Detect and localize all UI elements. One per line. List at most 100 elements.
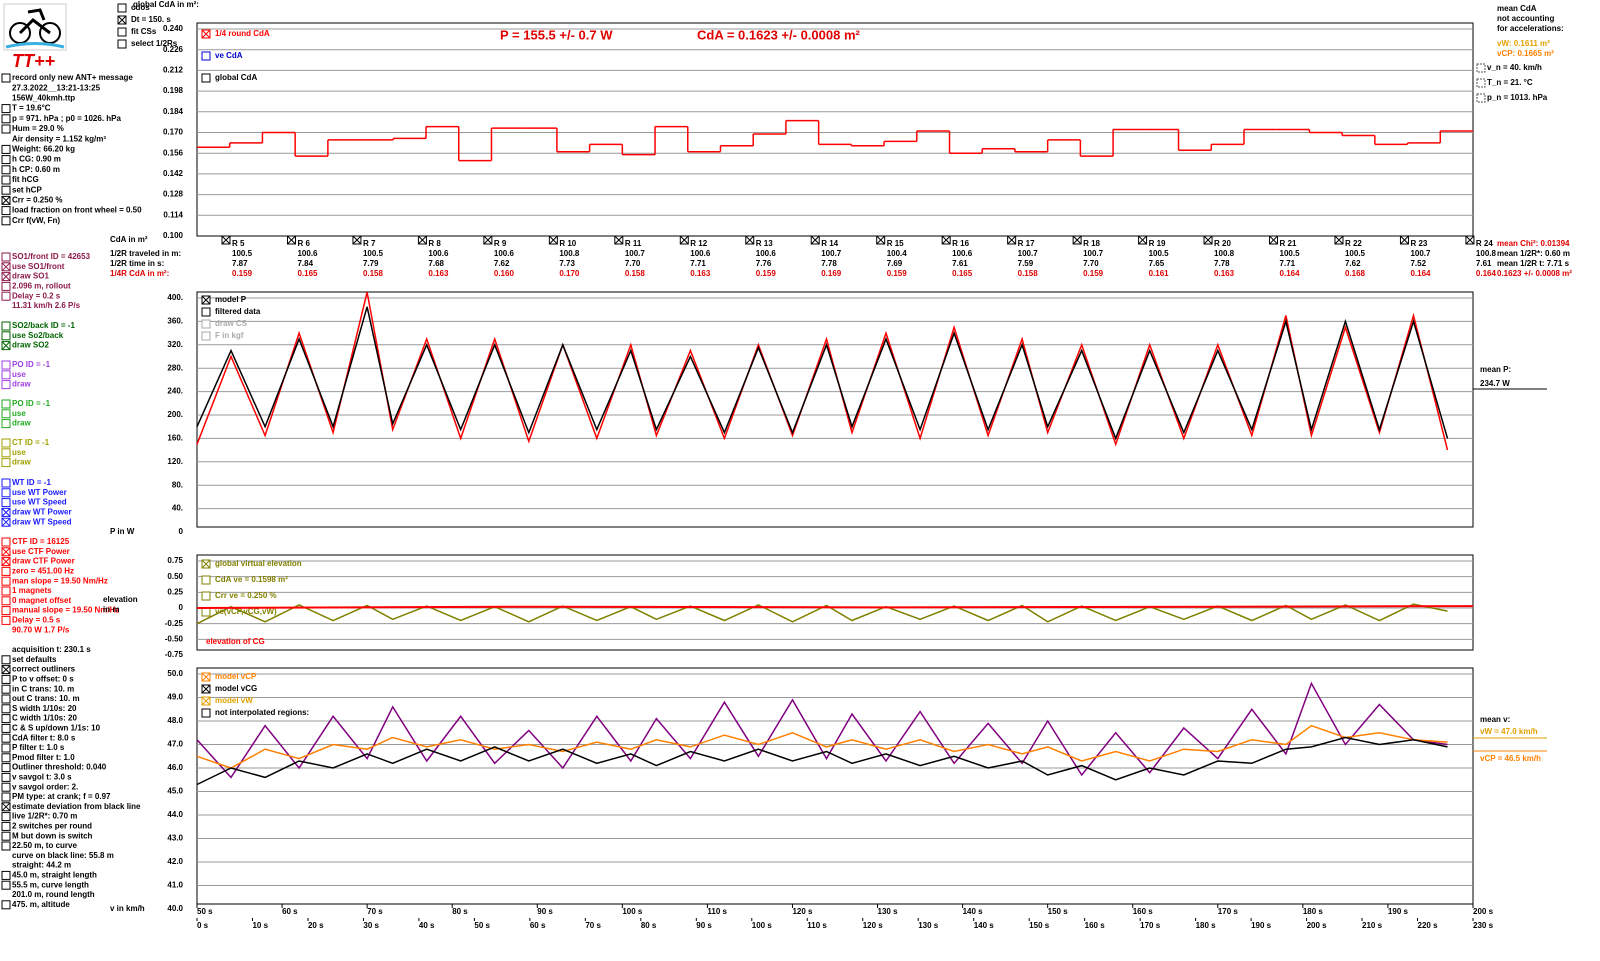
legend-label: model vCG xyxy=(215,684,257,693)
sidebar-label: 55.5 m, curve length xyxy=(12,880,89,889)
y-axis-label: v in km/h xyxy=(110,904,145,913)
round-time: 7.73 xyxy=(559,259,575,268)
checkbox xyxy=(1,900,11,910)
sidebar-label: WT ID = -1 xyxy=(12,478,51,487)
legend-label: 1/4 round CdA xyxy=(215,29,270,38)
checkbox-mark xyxy=(941,235,951,245)
checkbox-mark xyxy=(1,341,11,350)
sidebar-label: P filter t: 1.0 s xyxy=(12,743,65,752)
x-tick-label: 120 s xyxy=(792,907,813,916)
round-traveled: 100.5 xyxy=(1149,249,1170,258)
legend-label: model vW xyxy=(215,696,253,705)
sidebar-label: use xyxy=(12,409,26,418)
option-label: select 1/2Rs xyxy=(131,39,178,48)
y-tick-label: 0.240 xyxy=(163,24,184,33)
sidebar-label: CTF ID = 16125 xyxy=(12,537,70,546)
cg-line xyxy=(196,605,1474,609)
checkbox xyxy=(1,812,11,822)
sidebar-label: in C trans: 10. m xyxy=(12,684,74,693)
x-tick-label: 80 s xyxy=(452,907,468,916)
round-name: R 24 xyxy=(1476,239,1493,248)
checkbox xyxy=(1,743,11,753)
sidebar-label: h CP: 0.60 m xyxy=(12,165,60,174)
checkbox-mark xyxy=(1203,235,1213,245)
x-tick-label: 140 s xyxy=(963,907,984,916)
round-time: 7.87 xyxy=(232,259,248,268)
checkbox xyxy=(1,281,11,291)
sidebar-label: 156W_40kmh.ttp xyxy=(12,94,75,103)
sidebar-label: 45.0 m, straight length xyxy=(12,871,97,880)
checkbox xyxy=(1,831,11,841)
checkbox-mark xyxy=(117,15,127,25)
legend-label: filtered data xyxy=(215,307,261,316)
option-label: cdos xyxy=(131,3,150,12)
sidebar-label: draw SO2 xyxy=(12,341,49,350)
sidebar-label: CT ID = -1 xyxy=(12,438,50,447)
checkbox-mark xyxy=(1,508,11,517)
logo-text: TT++ xyxy=(12,51,56,71)
round-cda: 0.158 xyxy=(1018,269,1039,278)
checkbox xyxy=(1,458,11,468)
x2-tick-label: 130 s xyxy=(918,921,939,930)
checkbox xyxy=(1,714,11,724)
checkbox-mark xyxy=(1072,235,1082,245)
checkbox-mark xyxy=(1007,235,1016,245)
y-tick-label: 50.0 xyxy=(167,669,183,678)
round-traveled: 100.5 xyxy=(1345,249,1366,258)
checkbox xyxy=(1,478,11,488)
round-time: 7.69 xyxy=(887,259,903,268)
y-tick-label: 120. xyxy=(167,457,183,466)
round-cda: 0.158 xyxy=(363,269,384,278)
legend-label: ve CdA xyxy=(215,51,243,60)
y-tick-label: -0.75 xyxy=(165,650,184,659)
x-tick-label: 100 s xyxy=(622,907,643,916)
sidebar-label: Delay = 0.2 s xyxy=(12,291,61,300)
sidebar-label: Pmod filter t: 1.0 xyxy=(12,753,75,762)
checkbox xyxy=(1,694,11,704)
checkbox xyxy=(1,409,11,419)
rounds-axis-label: CdA in m² xyxy=(110,235,148,244)
sidebar-label: 2 switches per round xyxy=(12,822,92,831)
round-cda: 0.163 xyxy=(690,269,711,278)
y-tick-label: 0.128 xyxy=(163,190,184,199)
checkbox xyxy=(201,51,211,61)
checkbox-mark xyxy=(221,235,231,245)
x-tick-label: 90 s xyxy=(537,907,553,916)
round-cda: 0.164 xyxy=(1280,269,1301,278)
y-tick-label: 40. xyxy=(172,504,183,513)
x2-tick-label: 120 s xyxy=(863,921,884,930)
checkbox xyxy=(1,165,11,175)
round-traveled: 100.8 xyxy=(559,249,580,258)
sidebar-label: P to v offset: 0 s xyxy=(12,675,74,684)
sidebar-label: acquisition t: 230.1 s xyxy=(12,645,91,654)
sidebar-label: Delay = 0.5 s xyxy=(12,616,61,625)
checkbox xyxy=(1,124,11,134)
round-traveled: 100.8 xyxy=(1214,249,1235,258)
round-name: R 13 xyxy=(756,239,773,248)
checkbox xyxy=(1,498,11,508)
sidebar-label: Air density = 1.152 kg/m³ xyxy=(12,134,106,143)
checkbox-mark xyxy=(418,235,427,245)
checkbox xyxy=(117,3,127,13)
sidebar-label: Outliner threshold: 0.040 xyxy=(12,763,107,772)
legend-label: draw CS xyxy=(215,319,248,328)
round-cda: 0.169 xyxy=(821,269,842,278)
round-cda: 0.165 xyxy=(952,269,973,278)
checkbox-mark xyxy=(201,295,211,305)
checkbox xyxy=(1,870,11,880)
row-label: 1/4R CdA in m²: xyxy=(110,269,169,278)
round-traveled: 100.7 xyxy=(1083,249,1104,258)
sidebar-label: correct outliners xyxy=(12,665,76,674)
round-name: R 20 xyxy=(1214,239,1231,248)
checkbox-mark xyxy=(1465,235,1475,245)
y-tick-label: 0.226 xyxy=(163,45,184,54)
round-traveled: 100.4 xyxy=(887,249,908,258)
round-cda: 0.159 xyxy=(756,269,777,278)
legend-label: Crr ve = 0.250 % xyxy=(215,591,277,600)
y-tick-label: 42.0 xyxy=(167,857,183,866)
checkbox xyxy=(1,606,11,616)
checkbox xyxy=(1,216,11,226)
y-tick-label: 0.156 xyxy=(163,148,184,157)
checkbox xyxy=(201,575,211,585)
sidebar-label: live 1/2R*: 0.70 m xyxy=(12,812,77,821)
